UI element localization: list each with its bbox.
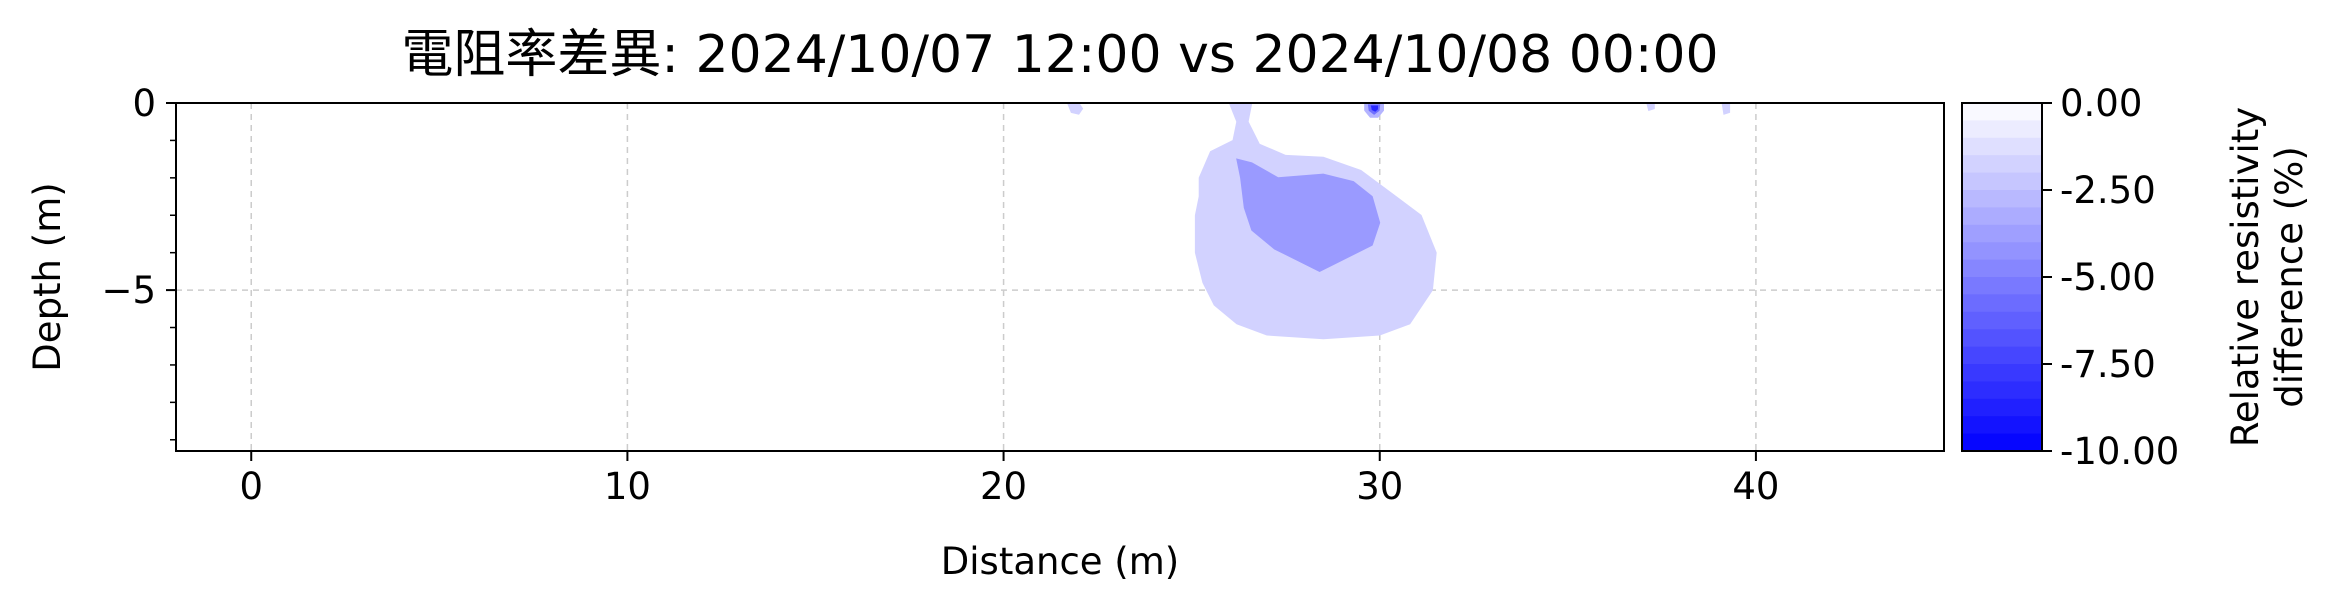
x-axis: 0 10 20 30 40	[239, 451, 1779, 508]
colorbar-tick-label: -10.00	[2060, 430, 2179, 473]
x-tick-label: 0	[239, 465, 263, 508]
colorbar-band	[1962, 416, 2042, 435]
colorbar-band	[1962, 294, 2042, 313]
colorbar-band	[1962, 398, 2042, 417]
plot-frame	[175, 102, 1945, 452]
colorbar-band	[1962, 364, 2042, 382]
contour-anomaly-inner	[1236, 158, 1381, 272]
colorbar-band	[1962, 120, 2042, 139]
plot-background	[176, 103, 1944, 451]
colorbar-band	[1962, 172, 2042, 191]
contour-regions	[1066, 103, 1731, 340]
colorbar-label-line2: difference (%)	[2268, 146, 2311, 408]
contour-surface-spot-37	[1646, 103, 1655, 112]
colorbar-ticks: 0.00 -2.50 -5.00 -7.50 -10.00	[2042, 82, 2179, 473]
y-tick-label: 0	[132, 82, 156, 125]
colorbar-band	[1962, 190, 2042, 208]
contour-surface-spot-22	[1066, 103, 1084, 115]
x-tick-label: 40	[1732, 465, 1779, 508]
colorbar-band	[1962, 259, 2042, 278]
chart-title: 電阻率差異: 2024/10/07 12:00 vs 2024/10/08 00…	[401, 25, 1718, 85]
colorbar-band	[1962, 381, 2042, 400]
colorbar-band	[1962, 311, 2042, 330]
colorbar-tick-label: -5.00	[2060, 256, 2156, 299]
x-axis-label: Distance (m)	[941, 540, 1179, 583]
contour-surface-spot-39	[1721, 103, 1731, 115]
x-tick-label: 30	[1356, 465, 1403, 508]
colorbar-label-line1: Relative resistivity	[2224, 107, 2267, 447]
colorbar-band	[1962, 137, 2042, 156]
colorbar-bands	[1962, 103, 2042, 452]
contour-surface-spot-30-core	[1370, 105, 1378, 112]
colorbar-band	[1962, 207, 2042, 226]
y-tick-label: −5	[101, 269, 156, 312]
y-axis-label: Depth (m)	[26, 182, 69, 371]
colorbar-band	[1962, 103, 2042, 121]
colorbar: 0.00 -2.50 -5.00 -7.50 -10.00 Relative resis…	[1961, 82, 2311, 473]
x-tick-label: 10	[604, 465, 651, 508]
y-axis: 0 −5	[101, 82, 176, 441]
colorbar-tick-label: 0.00	[2060, 82, 2142, 125]
colorbar-band	[1962, 224, 2042, 243]
colorbar-band	[1962, 329, 2042, 348]
x-tick-label: 20	[980, 465, 1027, 508]
colorbar-tick-label: -2.50	[2060, 169, 2156, 212]
colorbar-band	[1962, 346, 2042, 365]
plot-area: 0 10 20 30 40 0 −5	[101, 82, 1945, 508]
colorbar-tick-label: -7.50	[2060, 343, 2156, 386]
colorbar-band	[1962, 155, 2042, 174]
colorbar-band	[1962, 242, 2042, 261]
colorbar-band	[1962, 277, 2042, 295]
colorbar-band	[1962, 433, 2042, 452]
